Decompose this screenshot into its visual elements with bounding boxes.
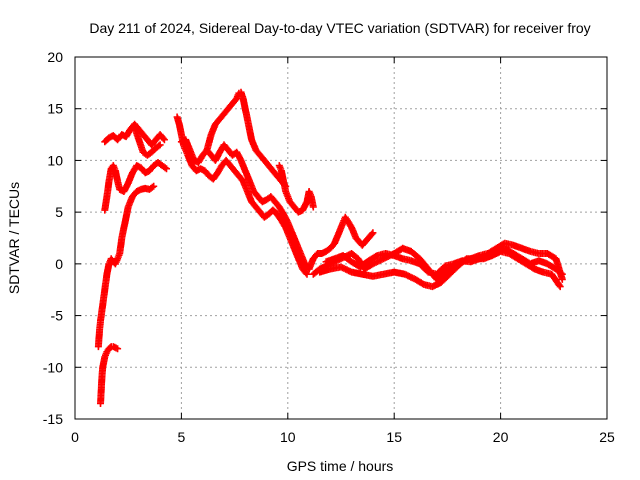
grid [75,57,607,419]
data-point [303,270,311,278]
series-s7 [177,136,313,273]
data-points [94,88,566,407]
data-point [557,269,565,277]
y-tick-label: -10 [43,359,63,375]
chart-title: Day 211 of 2024, Sidereal Day-to-day VTE… [89,20,590,36]
data-point [156,141,164,149]
data-point [302,269,310,277]
y-tick-label: 10 [47,152,63,168]
data-point [555,281,563,289]
x-tick-label: 0 [71,429,79,445]
data-point [160,136,168,144]
data-point [368,230,376,238]
series-s5 [131,123,164,159]
x-axis-label: GPS time / hours [287,458,394,474]
plot-frame [74,56,608,420]
y-tick-label: 20 [47,49,63,65]
data-point [114,345,122,353]
data-point [369,229,377,237]
series-s8 [203,88,290,190]
series-s2 [94,182,158,351]
x-tick-label: 20 [493,429,509,445]
series-s1 [97,343,122,407]
y-tick-label: 5 [55,204,63,220]
series-s10 [305,213,377,273]
series-s4 [101,120,168,149]
series-s13 [322,244,566,278]
data-point [159,134,167,142]
data-point [309,203,317,211]
y-tick-label: 15 [47,101,63,117]
y-tick-label: -5 [51,308,64,324]
x-tick-label: 15 [386,429,402,445]
y-axis-label: SDTVAR / TECUs [6,182,22,294]
data-point [558,270,566,278]
data-point [148,183,156,191]
data-point [556,283,564,291]
y-tick-label: 0 [55,256,63,272]
series-s3 [101,159,170,214]
data-point [161,164,169,172]
data-point [150,182,158,190]
data-point [155,142,163,150]
series-s9 [275,162,317,216]
x-tick-label: 10 [280,429,296,445]
axis-ticks: 0 5 10 15 20 25 -15 -10 -5 0 5 10 15 20 [43,49,615,445]
y-tick-label: -15 [43,411,63,427]
x-tick-label: 25 [599,429,615,445]
x-tick-label: 5 [178,429,186,445]
data-point [163,165,170,173]
